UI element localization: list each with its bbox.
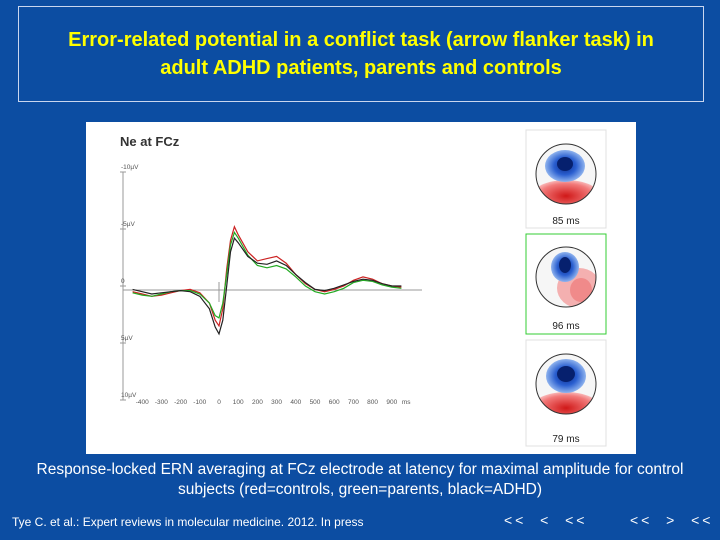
positive-region [536, 180, 596, 204]
x-tick-label: -200 [174, 399, 187, 406]
x-tick-label: -300 [155, 399, 168, 406]
figure-caption: Response-locked ERN averaging at FCz ele… [36, 461, 684, 498]
y-tick-label: 0 [121, 278, 125, 285]
x-tick-label: 900 [386, 399, 397, 406]
head-outline [535, 246, 597, 308]
x-tick-label: 500 [310, 399, 321, 406]
positive-region [536, 392, 596, 414]
series-line-2 [132, 236, 402, 336]
slide-title: Error-related potential in a conflict ta… [68, 29, 654, 79]
x-tick-label: -100 [193, 399, 206, 406]
y-tick-label: -10µV [121, 164, 139, 171]
head-outline [535, 353, 597, 415]
x-tick-label: 0 [217, 399, 221, 406]
y-tick-label: 5µV [121, 335, 133, 342]
x-tick-label: 800 [367, 399, 378, 406]
chart-title: Ne at FCz [120, 134, 180, 149]
x-tick-label: 600 [329, 399, 340, 406]
title-box: Error-related potential in a conflict ta… [18, 6, 704, 102]
citation: Tye C. et al.: Expert reviews in molecul… [12, 515, 364, 529]
figure-panel: Ne at FCz -10µV -5µV 0 5µV 10µV -400 -300 -200… [86, 122, 636, 454]
series-line-1 [132, 231, 402, 319]
topomap-85ms: 85 ms [525, 129, 607, 229]
x-tick-label: 700 [348, 399, 359, 406]
series-line-0 [132, 225, 402, 328]
negative-core [557, 157, 573, 171]
negative-core [557, 366, 575, 382]
negative-core [559, 257, 571, 273]
nav-buttons-right[interactable]: << > << [630, 512, 714, 528]
topomap-79ms: 79 ms [525, 339, 607, 447]
positive-core [570, 278, 592, 302]
x-tick-label: 400 [290, 399, 301, 406]
topomap-latency-label: 96 ms [552, 321, 579, 332]
y-tick-label: -5µV [121, 221, 136, 228]
erp-chart: Ne at FCz -10µV -5µV 0 5µV 10µV -400 -300 -200… [120, 129, 607, 447]
x-tick-label: ms [402, 399, 411, 406]
x-tick-label: 300 [271, 399, 282, 406]
x-tick-label: 100 [233, 399, 244, 406]
chart-axes [122, 172, 422, 400]
y-tick-label: 10µV [121, 392, 137, 399]
x-tick-group: -400 -300 -200 -100 0 100 200 300 400 500 600 700 80… [136, 399, 412, 406]
topomap-latency-label: 85 ms [552, 216, 579, 227]
nav-buttons-left[interactable]: << < << [504, 512, 588, 528]
head-outline [535, 143, 597, 205]
series-group [132, 225, 402, 336]
y-tick-group: -10µV -5µV 0 5µV 10µV [120, 164, 139, 401]
topomap-latency-label: 79 ms [552, 434, 579, 445]
x-tick-label: 200 [252, 399, 263, 406]
topomap-96ms: 96 ms [525, 233, 607, 335]
x-tick-label: -400 [136, 399, 149, 406]
